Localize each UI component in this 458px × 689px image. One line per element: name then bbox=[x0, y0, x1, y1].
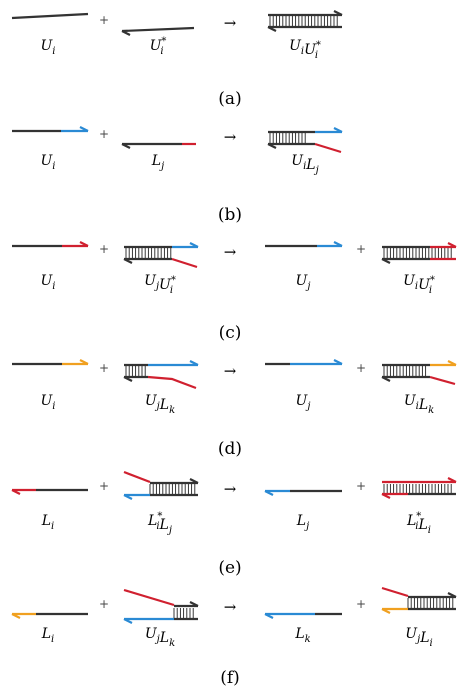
strand-segment bbox=[123, 588, 175, 607]
plus-sign: + bbox=[99, 361, 109, 375]
strand-end-hook bbox=[333, 127, 343, 133]
strand-segment bbox=[429, 375, 456, 386]
panel-caption: (b) bbox=[218, 205, 242, 225]
strand-label: L* iLj bbox=[147, 511, 172, 536]
reaction-arrow: → bbox=[224, 480, 237, 498]
strand-label: UiLj bbox=[291, 153, 318, 176]
strand-end-hook bbox=[381, 608, 391, 614]
strand-label: UiU* i bbox=[403, 273, 435, 296]
strand-end-hook bbox=[123, 618, 133, 624]
reaction-arrow: → bbox=[224, 598, 237, 616]
strand-label: UiU* i bbox=[289, 38, 321, 61]
plus-sign: + bbox=[356, 597, 366, 611]
strand-end-hook bbox=[381, 376, 391, 382]
strand-end-hook bbox=[267, 26, 277, 32]
strand-end-hook bbox=[11, 613, 21, 619]
plus-sign: + bbox=[356, 242, 366, 256]
reaction-arrow: → bbox=[224, 243, 237, 261]
strand-end-hook bbox=[123, 376, 133, 382]
strand-end-hook bbox=[447, 592, 457, 598]
plus-sign: + bbox=[99, 479, 109, 493]
strand-end-hook bbox=[447, 242, 457, 248]
panel-caption: (f) bbox=[220, 668, 240, 688]
strand-end-hook bbox=[447, 477, 457, 483]
strand-segment bbox=[147, 375, 197, 390]
strand-segment bbox=[314, 142, 342, 154]
strand-label: UjLk bbox=[145, 626, 175, 649]
strand-end-hook bbox=[381, 493, 391, 499]
strand-segment bbox=[123, 470, 151, 484]
strand-end-hook bbox=[79, 241, 89, 247]
strand-label: Lj bbox=[151, 153, 164, 172]
strand-label: UiLk bbox=[404, 393, 434, 416]
strand-end-hook bbox=[447, 360, 457, 366]
panel-caption: (c) bbox=[219, 323, 242, 343]
panel-caption: (d) bbox=[218, 439, 242, 459]
strand-label: UjU* i bbox=[144, 273, 176, 296]
strand-end-hook bbox=[123, 258, 133, 264]
strand-label: Li bbox=[41, 626, 55, 645]
strand-end-hook bbox=[333, 10, 343, 16]
strand-label: Ui bbox=[40, 273, 55, 292]
plus-sign: + bbox=[99, 597, 109, 611]
strand-end-hook bbox=[189, 360, 199, 366]
strand-end-hook bbox=[264, 613, 274, 619]
strands-layer bbox=[11, 10, 457, 624]
strand-end-hook bbox=[189, 242, 199, 248]
strand-label: L* iLi bbox=[406, 511, 431, 536]
strand-label: UjLi bbox=[405, 626, 432, 649]
strand-label: Ui bbox=[40, 38, 55, 57]
strand-label: U* i bbox=[150, 36, 167, 57]
strand-end-hook bbox=[189, 601, 199, 607]
strand-end-hook bbox=[264, 490, 274, 496]
strand-label: Ui bbox=[40, 393, 55, 412]
strand-end-hook bbox=[79, 359, 89, 365]
panel-caption: (e) bbox=[218, 558, 241, 578]
strand-end-hook bbox=[11, 489, 21, 495]
strand-segment bbox=[121, 26, 195, 33]
reaction-arrow: → bbox=[224, 14, 237, 32]
strand-end-hook bbox=[121, 30, 131, 36]
plus-sign: + bbox=[356, 479, 366, 493]
plus-sign: + bbox=[99, 127, 109, 141]
strand-segment bbox=[11, 12, 89, 20]
strand-end-hook bbox=[123, 494, 133, 500]
strand-label: Li bbox=[41, 513, 55, 532]
strand-label: Uj bbox=[296, 273, 311, 292]
strand-label: Lk bbox=[294, 626, 310, 645]
plus-sign: + bbox=[99, 13, 109, 27]
strand-end-hook bbox=[189, 478, 199, 484]
reaction-arrow: → bbox=[224, 362, 237, 380]
reaction-arrow: → bbox=[224, 128, 237, 146]
panel-caption: (a) bbox=[218, 89, 241, 109]
strand-end-hook bbox=[381, 258, 391, 264]
strand-label: UjLk bbox=[145, 393, 175, 416]
plus-sign: + bbox=[356, 361, 366, 375]
strand-segment bbox=[171, 257, 198, 269]
strand-end-hook bbox=[333, 359, 343, 365]
strand-segment bbox=[381, 586, 409, 598]
strand-label: Uj bbox=[296, 393, 311, 412]
strand-end-hook bbox=[267, 143, 277, 149]
strand-end-hook bbox=[121, 143, 131, 149]
plus-sign: + bbox=[99, 242, 109, 256]
strand-label: Ui bbox=[40, 153, 55, 172]
labels-layer: Ui U* i UiU* i+ →(a)Ui Lj UiLj+ →(b)Ui UjU* iUj UiU… bbox=[40, 13, 434, 688]
strand-end-hook bbox=[333, 241, 343, 247]
strand-end-hook bbox=[79, 126, 89, 132]
strand-label: Lj bbox=[296, 513, 309, 532]
